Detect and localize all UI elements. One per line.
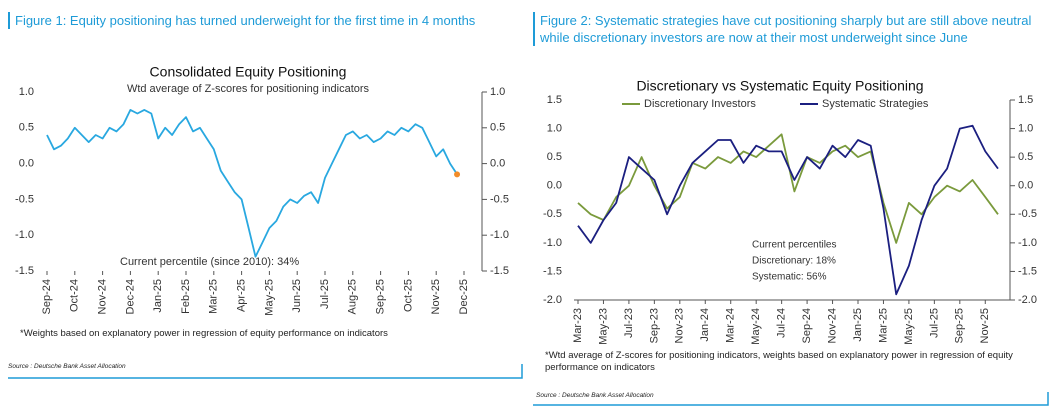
y-tick-label: -2.0 [543,294,562,306]
y2-tick-label: -1.5 [490,265,509,277]
x-tick-label: Oct-24 [69,279,81,312]
x-tick-label: Sep-25 [375,279,387,314]
y2-tick-label: -1.0 [1018,237,1037,249]
y-tick-label: 0.0 [19,158,34,170]
x-tick-label: Jul-24 [776,308,788,338]
footnote: *Wtd average of Z-scores for positioning… [545,350,1013,373]
x-tick-label: Jul-23 [623,308,635,338]
y2-tick-label: 1.0 [490,86,505,98]
legend-label: Systematic Strategies [822,98,929,110]
x-tick-label: Feb-25 [180,279,192,314]
annotation: Current percentiles [752,240,836,251]
x-tick-label: Nov-23 [674,308,686,343]
x-tick-label: Nov-24 [826,308,838,343]
x-tick-label: Mar-25 [877,308,889,343]
source: Source : Deutsche Bank Asset Allocation [8,363,126,370]
y2-tick-label: 1.5 [1018,94,1033,106]
x-tick-label: Jul-25 [319,279,331,309]
x-tick-label: Sep-24 [41,279,53,314]
y2-tick-label: -1.5 [1018,265,1037,277]
y-tick-label: 1.0 [547,122,562,134]
x-tick-label: May-24 [750,308,762,345]
x-tick-label: Mar-25 [208,279,220,314]
y-tick-label: -1.5 [543,265,562,277]
caption: Figure 1: Equity positioning has turned … [8,12,485,29]
x-tick-label: Dec-25 [458,279,470,314]
x-tick-label: May-23 [597,308,609,345]
x-tick-label: May-25 [263,279,275,316]
x-tick-label: Mar-24 [725,308,737,343]
x-tick-label: Sep-23 [648,308,660,343]
x-tick-label: May-25 [903,308,915,345]
x-tick-label: Jul-25 [928,308,940,338]
y2-tick-label: -2.0 [1018,294,1037,306]
annotation: Current percentile (since 2010): 34% [120,256,299,268]
x-tick-label: Dec-24 [124,279,136,314]
x-tick-label: Aug-25 [347,279,359,314]
x-tick-label: Nov-25 [979,308,991,343]
x-tick-label: Apr-25 [236,279,248,312]
legend-label: Discretionary Investors [644,98,756,110]
annotation: Discretionary: 18% [752,256,836,267]
data-line [577,133,999,244]
y-tick-label: 0.5 [547,151,562,163]
y-tick-label: 0.5 [19,122,34,134]
frame [8,364,523,379]
data-line [46,109,458,258]
y2-tick-label: 1.0 [1018,122,1033,134]
y2-tick-label: 0.0 [1018,180,1033,192]
chart-subtitle: Wtd average of Z-scores for positioning … [127,83,370,95]
annotation: Systematic: 56% [752,272,827,283]
y-tick-label: 1.5 [547,94,562,106]
x-tick-label: Sep-25 [954,308,966,343]
y2-tick-label: -0.5 [490,193,509,205]
data-line [577,124,999,296]
x-tick-label: Jan-25 [852,308,864,342]
y2-tick-label: 0.5 [1018,151,1033,163]
y-tick-label: -0.5 [15,193,34,205]
caption: Figure 2: Systematic strategies have cut… [533,12,1040,46]
x-tick-label: Nov-24 [97,279,109,314]
x-tick-label: Jun-25 [291,279,303,313]
chart-title: Discretionary vs Systematic Equity Posit… [636,78,923,94]
x-tick-label: Jan-24 [699,308,711,342]
chart-title: Consolidated Equity Positioning [150,64,347,80]
x-tick-label: Sep-24 [801,308,813,343]
y2-tick-label: 0.0 [490,158,505,170]
x-tick-label: Mar-23 [572,308,584,343]
footnote: *Weights based on explanatory power in r… [20,328,388,339]
y2-tick-label: -0.5 [1018,208,1037,220]
y-tick-label: -1.5 [15,265,34,277]
frame [533,392,1049,406]
y-tick-label: 1.0 [19,86,34,98]
y-tick-label: -1.0 [543,237,562,249]
y2-tick-label: 0.5 [490,122,505,134]
x-tick-label: Nov-25 [430,279,442,314]
y-tick-label: -0.5 [543,208,562,220]
x-tick-label: Jan-25 [152,279,164,313]
source: Source : Deutsche Bank Asset Allocation [536,392,654,399]
x-tick-label: Oct-25 [402,279,414,312]
y-tick-label: -1.0 [15,229,34,241]
last-point [454,171,461,178]
y2-tick-label: -1.0 [490,229,509,241]
y-tick-label: 0.0 [547,180,562,192]
